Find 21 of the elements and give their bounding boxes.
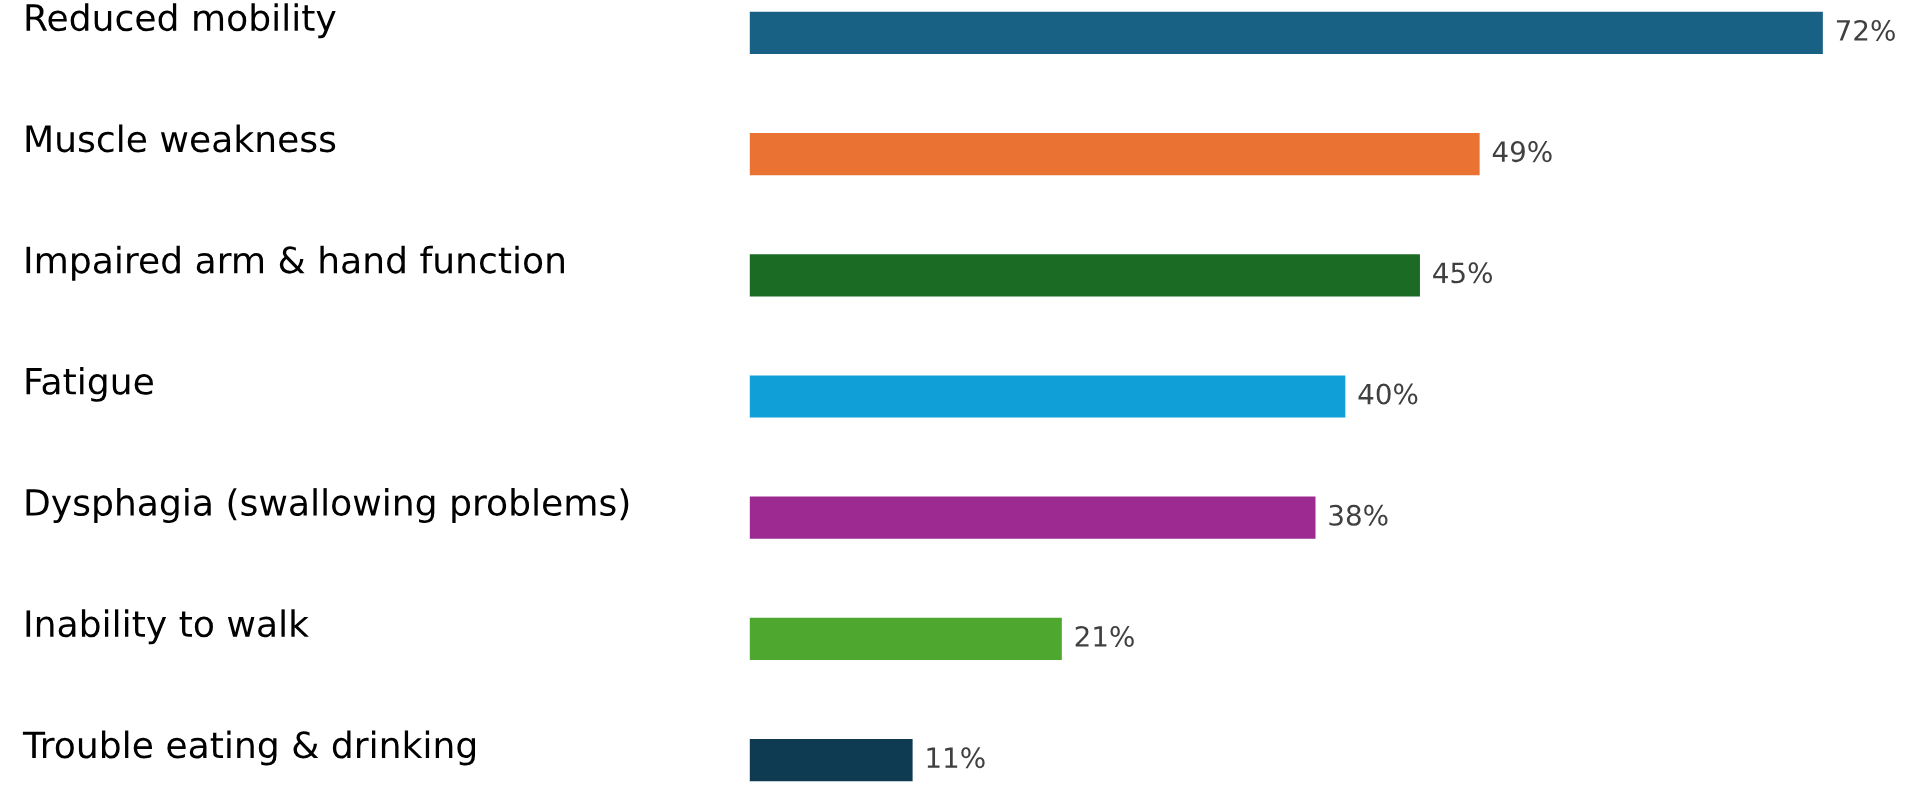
y-tick-label: Dysphagia (swallowing problems) — [26, 488, 629, 524]
bar — [749, 252, 1422, 298]
y-tick-label: Inability to walk — [26, 609, 309, 645]
data-label: 49% — [1492, 141, 1552, 163]
data-label: 72% — [1836, 19, 1895, 41]
y-tick-label: Impaired arm & hand function — [26, 245, 564, 281]
y-tick-label: Trouble eating & drinking — [22, 730, 476, 766]
bar — [749, 616, 1064, 662]
data-label: 45% — [1433, 262, 1492, 284]
bar — [749, 495, 1317, 541]
y-tick-label: Muscle weakness — [26, 124, 336, 153]
bar — [749, 737, 914, 783]
y-tick-label: Reduced mobility — [26, 3, 336, 39]
bar — [749, 373, 1347, 420]
data-label: 38% — [1329, 504, 1388, 526]
bar — [749, 131, 1482, 177]
data-label: 11% — [927, 747, 985, 769]
bar — [749, 10, 1825, 56]
data-label: 21% — [1075, 625, 1134, 647]
y-tick-label: Fatigue — [26, 366, 153, 402]
data-label: 40% — [1358, 383, 1418, 405]
